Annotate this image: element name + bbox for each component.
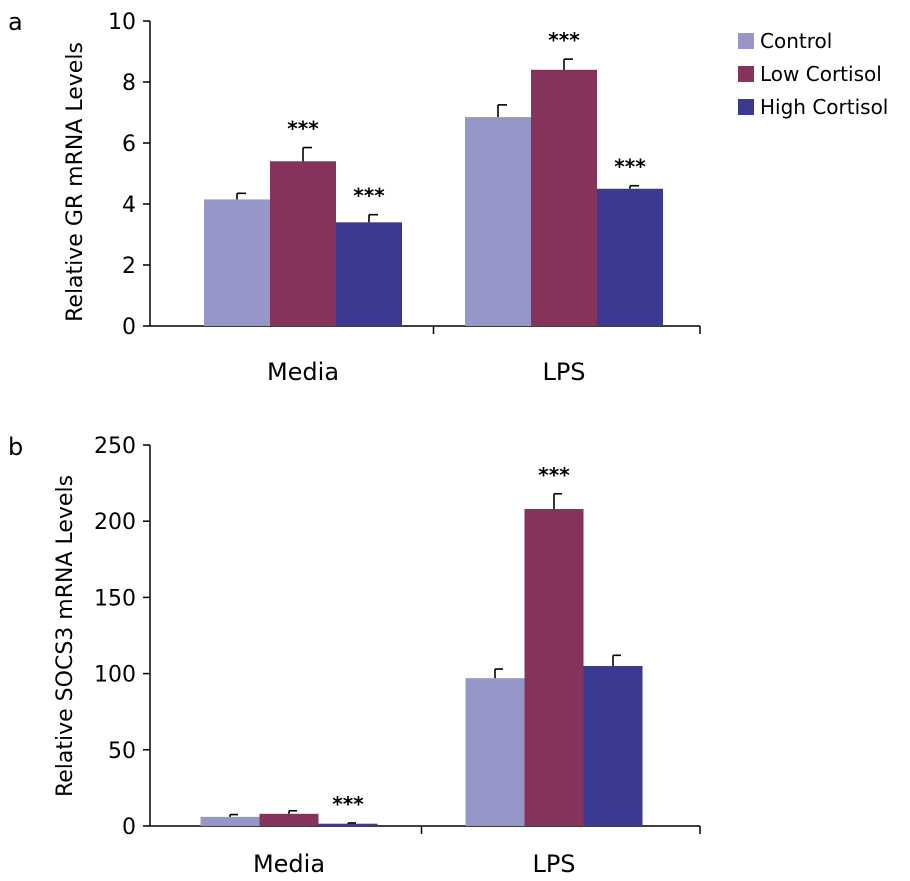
significance-label: *** — [548, 28, 580, 52]
panel-label: b — [8, 433, 23, 461]
y-tick-label: 100 — [94, 663, 136, 688]
y-tick-label: 0 — [122, 815, 136, 840]
y-tick-label: 0 — [122, 315, 136, 340]
bar — [524, 509, 584, 826]
bar — [531, 69, 597, 327]
legend-label: Low Cortisol — [760, 62, 882, 86]
bar — [597, 188, 663, 326]
y-tick-label: 50 — [108, 739, 136, 764]
bar — [465, 678, 525, 826]
bar — [270, 161, 336, 326]
y-tick-label: 8 — [122, 71, 136, 96]
y-tick-label: 150 — [94, 586, 136, 611]
bar — [259, 813, 319, 826]
legend-label: High Cortisol — [760, 95, 888, 119]
x-category-label: LPS — [542, 358, 585, 386]
significance-label: *** — [287, 117, 319, 141]
significance-label: *** — [614, 155, 646, 179]
legend-swatch — [738, 99, 754, 115]
y-tick-label: 4 — [122, 193, 136, 218]
x-category-label: LPS — [532, 850, 575, 878]
significance-label: *** — [353, 184, 385, 208]
y-tick-label: 200 — [94, 510, 136, 535]
panel-a: a Relative GR mRNA Levels 0 2 4 6 8 10 Media LPS *… — [8, 8, 701, 386]
bar — [336, 222, 402, 326]
x-category-label: Media — [267, 358, 339, 386]
significance-label: *** — [332, 792, 364, 816]
y-axis-title: Relative GR mRNA Levels — [63, 42, 88, 322]
bar — [318, 823, 378, 826]
x-category-label: Media — [253, 850, 325, 878]
significance-label: *** — [538, 463, 570, 487]
y-tick-label: 250 — [94, 434, 136, 459]
panel-b: b Relative SOCS3 mRNA Levels 0 50 100 150 200 2… — [8, 433, 701, 878]
bar — [200, 816, 260, 826]
bar — [204, 199, 270, 326]
y-tick-label: 2 — [122, 254, 136, 279]
legend-swatch — [738, 33, 754, 49]
bar — [465, 117, 531, 326]
legend-swatch — [738, 66, 754, 82]
legend: Control Low Cortisol High Cortisol — [738, 29, 888, 119]
legend-label: Control — [760, 29, 832, 53]
bar — [583, 665, 643, 826]
y-axis-title: Relative SOCS3 mRNA Levels — [53, 475, 78, 797]
y-tick-label: 10 — [108, 10, 136, 35]
y-tick-label: 6 — [122, 132, 136, 157]
panel-label: a — [8, 8, 23, 36]
